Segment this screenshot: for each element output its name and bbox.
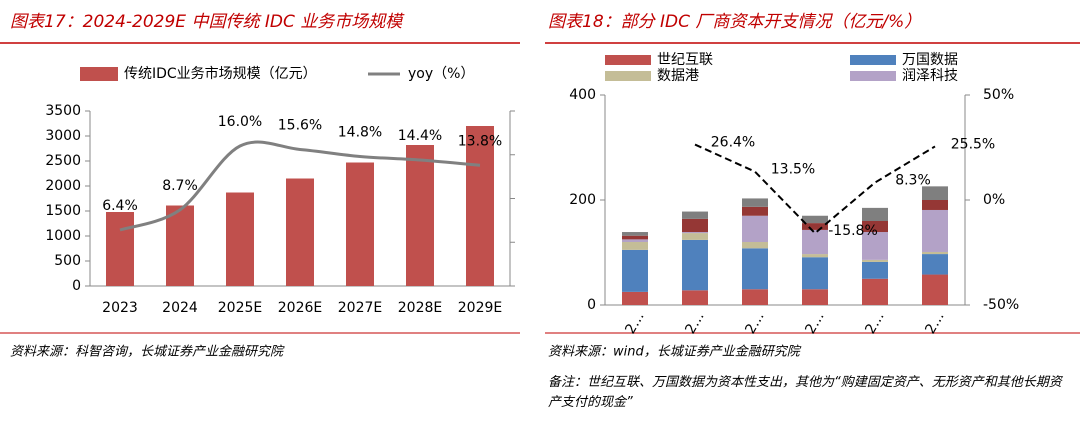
x-tick-label: 2026E (278, 300, 322, 316)
x-tick-label: 2027E (338, 300, 382, 316)
y-tick-label: 3000 (45, 128, 81, 144)
legend-label: 数据港 (657, 68, 699, 84)
data-label: -15.8% (828, 223, 878, 239)
bar (802, 223, 828, 230)
source: 资料来源：科智咨询，长城证券产业金融研究院 (10, 344, 285, 360)
bar (922, 200, 948, 210)
data-label: 16.0% (218, 114, 262, 130)
bar (862, 259, 888, 262)
y-tick-label: 0 (72, 278, 81, 294)
legend-swatch (605, 71, 651, 81)
bar (862, 221, 888, 233)
y-tick-label: 1000 (45, 228, 81, 244)
x-tick-label: 2029E (458, 300, 502, 316)
y-tick-label: 400 (569, 87, 596, 103)
legend-label: 世纪互联 (657, 52, 713, 68)
bar (622, 291, 648, 305)
bar (802, 257, 828, 290)
bar (622, 242, 648, 250)
bar (682, 239, 708, 291)
bar (742, 215, 768, 242)
bar (466, 126, 494, 286)
bar (742, 206, 768, 216)
bar (922, 251, 948, 255)
bar (682, 233, 708, 240)
y-tick-label: 3500 (45, 103, 81, 119)
legend-swatch (80, 67, 118, 81)
y2-tick-label: -50% (983, 297, 1019, 313)
x-tick-label: 2024 (162, 300, 198, 316)
data-label: 6.4% (102, 198, 138, 214)
data-label: 14.8% (338, 125, 382, 141)
bar (682, 218, 708, 233)
bar (622, 249, 648, 292)
bar (346, 162, 374, 286)
y-tick-label: 2500 (45, 153, 81, 169)
y2-tick-label: 50% (983, 87, 1014, 103)
x-tick-label: 2028E (398, 300, 442, 316)
legend-swatch (605, 55, 651, 65)
legend-label: 万国数据 (902, 52, 958, 68)
data-label: 8.3% (895, 173, 931, 189)
bar (166, 205, 194, 286)
y-tick-label: 500 (54, 253, 81, 269)
bar (622, 232, 648, 236)
legend-label: 润泽科技 (902, 68, 958, 84)
bar (742, 242, 768, 249)
bar (226, 192, 254, 286)
data-label: 13.8% (458, 133, 502, 149)
bar (622, 239, 648, 242)
data-label: 26.4% (711, 135, 755, 151)
data-label: 25.5% (951, 136, 995, 152)
chart-title: 图表18：部分 IDC 厂商资本开支情况（亿元/%） (548, 12, 921, 32)
legend-label: 传统IDC业务市场规模（亿元） (124, 65, 317, 82)
bar (622, 235, 648, 240)
y-tick-label: 1500 (45, 203, 81, 219)
legend-label: yoy（%） (408, 66, 474, 82)
chart-title: 图表17：2024-2029E 中国传统 IDC 业务市场规模 (10, 12, 405, 32)
bar (406, 145, 434, 286)
bar (802, 229, 828, 255)
bar (682, 211, 708, 219)
bar (742, 198, 768, 207)
bar (922, 254, 948, 275)
bar (922, 186, 948, 200)
data-label: 15.6% (278, 118, 322, 134)
data-label: 13.5% (771, 162, 815, 178)
bar (922, 209, 948, 252)
bar (742, 248, 768, 290)
bar (922, 274, 948, 305)
line (119, 140, 481, 232)
bar (286, 178, 314, 286)
x-tick-label: 2023 (102, 300, 138, 316)
note: 备注：世纪互联、万国数据为资本性支出，其他为“购建固定资产、无形资产和其他长期资… (548, 375, 1062, 410)
bar (682, 232, 708, 234)
line (694, 143, 936, 235)
bar (862, 232, 888, 260)
bar (742, 289, 768, 305)
source: 资料来源：wind，长城证券产业金融研究院 (548, 344, 802, 360)
legend-swatch (850, 71, 896, 81)
data-label: 8.7% (162, 178, 198, 194)
bar (862, 278, 888, 305)
y2-tick-label: 0% (983, 192, 1005, 208)
bar (802, 215, 828, 224)
data-label: 14.4% (398, 128, 442, 144)
y-tick-label: 0 (587, 297, 596, 313)
bar (862, 207, 888, 221)
legend-swatch (850, 55, 896, 65)
y-tick-label: 2000 (45, 178, 81, 194)
bar (802, 289, 828, 305)
bar (862, 261, 888, 279)
x-tick-label: 2025E (218, 300, 262, 316)
bar (106, 212, 134, 286)
y-tick-label: 200 (569, 192, 596, 208)
bar (802, 254, 828, 258)
bar (682, 290, 708, 305)
